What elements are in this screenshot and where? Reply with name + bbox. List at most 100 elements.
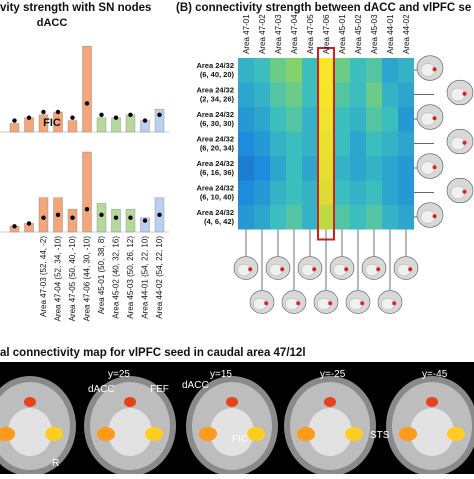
mean-dot (84, 101, 90, 106)
roi-dot (328, 301, 333, 306)
roi-dot (432, 214, 437, 219)
heatmap (238, 47, 414, 241)
annotation-label: FIC (232, 434, 249, 445)
bar (82, 46, 92, 133)
heatmap-cell (302, 205, 318, 230)
heatmap-column-label: Area 47-05 (306, 14, 315, 54)
activation-blob (45, 427, 63, 441)
heatmap-cell (318, 82, 334, 107)
roi-dot (462, 189, 467, 194)
column-brain-thumb (393, 256, 419, 280)
heatmap-cell (286, 107, 302, 132)
white-matter (108, 408, 152, 456)
activation-blob (247, 427, 265, 441)
heatmap-cell (350, 107, 366, 132)
roi-dot (408, 267, 413, 272)
heatmap-cell (398, 107, 414, 132)
bar (67, 208, 78, 233)
mean-dot (99, 212, 104, 218)
heatmap-cell (318, 180, 334, 205)
heatmap-row-label: (6, 40, 20) (200, 70, 235, 79)
mean-dot (12, 118, 17, 123)
heatmap-cell (254, 131, 270, 156)
heatmap-cell (366, 156, 382, 181)
mean-dot (70, 215, 75, 220)
heatmap-cell (270, 156, 286, 181)
heatmap-row-label: (4, 6, 42) (204, 217, 235, 226)
row-brain-thumb (416, 202, 444, 228)
heatmap-cell (382, 131, 398, 156)
heatmap-column-label: Area 47-03 (274, 14, 283, 54)
panel-b-title: (B) connectivity strength between dACC a… (176, 2, 472, 14)
heatmap-cell (270, 107, 286, 132)
activation-blob (399, 427, 417, 441)
heatmap-cell (334, 156, 350, 181)
heatmap-cell (334, 82, 350, 107)
roi-dot (462, 140, 467, 145)
activation-blob (297, 427, 315, 441)
bar (67, 120, 78, 133)
roi-dot (344, 267, 349, 272)
activation-blob (447, 427, 465, 441)
x-tick-label: Area 45-01 (50, 38, 8) (97, 236, 106, 315)
activation-blob (24, 397, 36, 407)
column-brain-thumb (281, 290, 307, 314)
annotation-label: STS (370, 430, 390, 441)
heatmap-cell (366, 107, 382, 132)
heatmap-cell (302, 82, 318, 107)
bar-chart-fic: FIC (0, 117, 170, 233)
activation-blob (145, 427, 163, 441)
heatmap-cell (238, 58, 254, 83)
heatmap-row-label: (6, 10, 40) (200, 193, 235, 202)
roi-dot (248, 267, 253, 272)
heatmap-cell (302, 131, 318, 156)
heatmap-cell (286, 82, 302, 107)
panel-c-title: al connectivity map for vlPFC seed in ca… (0, 344, 474, 362)
heatmap-cell (366, 58, 382, 83)
roi-dot (392, 301, 397, 306)
row-brain-thumb (446, 177, 474, 204)
heatmap-cell (398, 205, 414, 230)
bar (96, 203, 107, 233)
mean-dot (128, 112, 133, 118)
x-tick-label: Area 47-03 (52, 44, -2) (39, 236, 48, 317)
x-tick-label: Area 47-06 (44, 30, -10) (83, 236, 92, 322)
bar (38, 114, 49, 133)
activation-blob (97, 427, 115, 441)
heatmap-cell (334, 180, 350, 205)
bar (82, 151, 92, 233)
heatmap-cell (382, 58, 398, 83)
heatmap-cell (334, 205, 350, 230)
roi-dot (296, 301, 301, 306)
heatmap-cell (286, 205, 302, 230)
heatmap-cell (270, 131, 286, 156)
heatmap-cell (334, 131, 350, 156)
activation-blob (226, 397, 238, 407)
bar (9, 123, 20, 133)
coronal-slice (186, 376, 278, 476)
column-brain-thumb (233, 256, 259, 280)
roi-dot (360, 301, 365, 306)
x-tick-label: Area 47-05 (50, 40, -10) (68, 236, 77, 322)
row-brain-thumb (446, 128, 474, 155)
activation-blob (345, 427, 363, 441)
heatmap-row-label: Area 24/32 (196, 208, 234, 217)
heatmap-cell (382, 180, 398, 205)
heatmap-row-label: Area 24/32 (196, 184, 234, 193)
annotation-label: dACC (182, 380, 209, 391)
white-matter (308, 408, 352, 456)
heatmap-cell (382, 107, 398, 132)
heatmap-cell (382, 205, 398, 230)
heatmap-cell (286, 180, 302, 205)
heatmap-row-label: Area 24/32 (196, 61, 234, 70)
heatmap-cell (302, 156, 318, 181)
heatmap-cell (254, 156, 270, 181)
mean-dot (99, 112, 104, 118)
white-matter (410, 408, 454, 456)
subplot-title: dACC (37, 17, 68, 29)
slice-label: y=-25 (320, 369, 346, 380)
column-brain-thumb (249, 290, 275, 314)
column-brain-thumb (297, 256, 323, 280)
heatmap-cell (238, 180, 254, 205)
subplot-title: FIC (43, 117, 61, 129)
